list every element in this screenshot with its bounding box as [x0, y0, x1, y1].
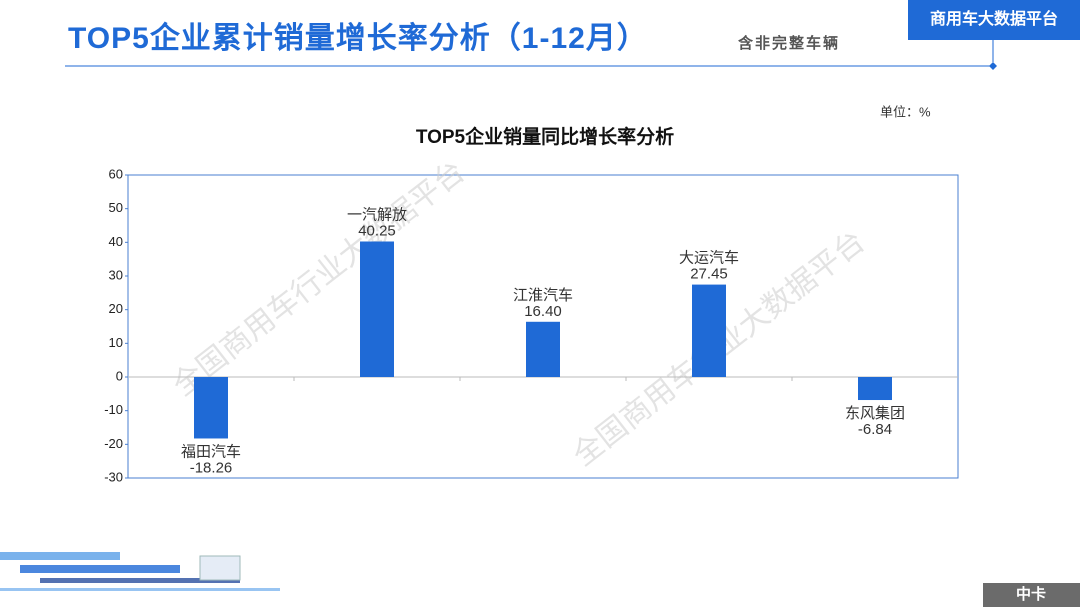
y-tick-label: -10: [104, 402, 123, 417]
category-label: 福田汽车: [181, 443, 241, 460]
value-label: 40.25: [358, 222, 396, 239]
value-label: -6.84: [858, 421, 892, 438]
y-tick-label: -30: [104, 469, 123, 484]
category-label: 大运汽车: [679, 250, 739, 267]
plot-frame: [127, 174, 959, 479]
bar: [194, 377, 228, 439]
bar: [692, 284, 726, 377]
y-tick-label: 60: [109, 166, 123, 181]
slide-subtitle: 含非完整车辆: [738, 34, 840, 52]
rule-diamond: [989, 62, 997, 70]
badge: 商用车大数据平台: [930, 9, 1058, 28]
y-tick-label: 30: [109, 267, 123, 282]
unit-label: 单位：%: [880, 104, 931, 119]
slide-title: TOP5企业累计销量增长率分析（1-12月）: [68, 21, 648, 55]
bar: [526, 321, 560, 377]
value-label: 27.45: [690, 266, 728, 283]
y-tick-label: -20: [104, 436, 123, 451]
value-label: 16.40: [524, 303, 562, 320]
category-label: 一汽解放: [347, 206, 407, 223]
value-label: -18.26: [190, 459, 233, 476]
bar: [360, 241, 394, 377]
chart-title: TOP5企业销量同比增长率分析: [416, 125, 674, 148]
footer-tag: 中卡: [1016, 585, 1046, 603]
category-label: 东风集团: [845, 405, 905, 422]
y-tick-label: 20: [109, 301, 123, 316]
footer-box: [983, 583, 1080, 607]
watermark: 全国商用车行业大数据平台: [167, 155, 471, 403]
y-tick-label: 50: [109, 200, 123, 215]
bar: [858, 377, 892, 401]
y-tick-label: 40: [109, 234, 123, 249]
y-tick-label: 10: [109, 335, 123, 350]
y-tick-label: 0: [116, 368, 123, 383]
truck-decoration: [0, 552, 280, 591]
badge-box: [908, 0, 1080, 40]
category-label: 江淮汽车: [513, 287, 573, 304]
